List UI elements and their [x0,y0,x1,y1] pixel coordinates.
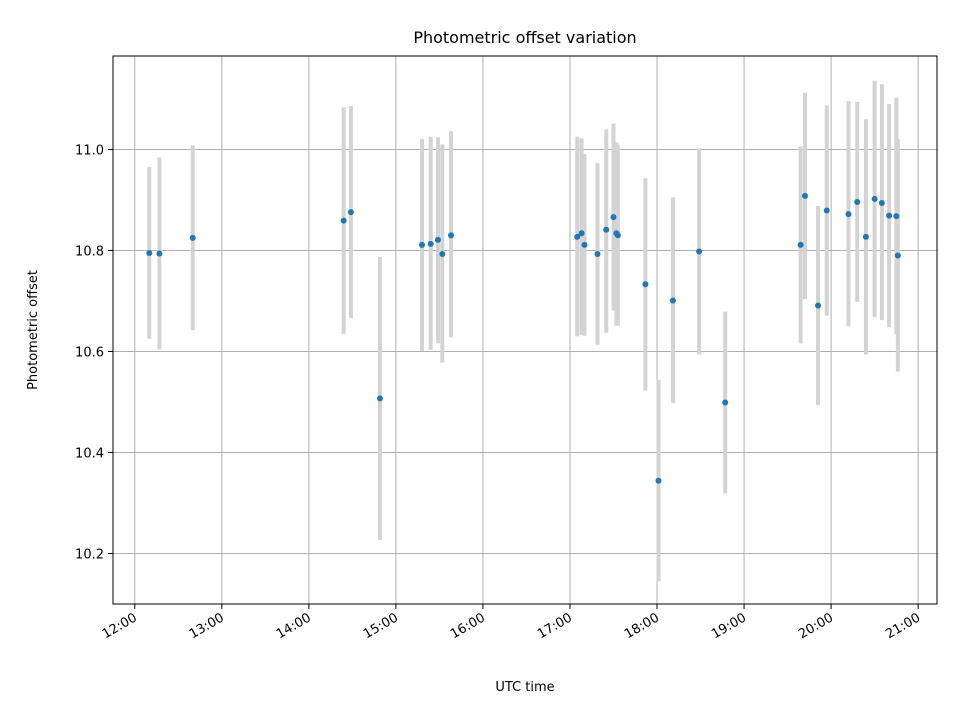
data-point [886,212,893,219]
y-tick-label: 11.0 [75,143,104,158]
data-point [669,297,676,304]
x-tick-label: 21:00 [883,610,923,642]
data-point [603,226,610,233]
x-tick-label: 17:00 [535,610,575,642]
y-axis-label: Photometric offset [26,270,41,390]
x-tick-label: 16:00 [448,610,488,642]
x-tick-label: 15:00 [361,610,401,642]
y-tick-label: 10.8 [75,244,104,259]
data-point [893,213,900,220]
data-point [347,209,354,216]
x-tick-label: 12:00 [100,610,140,642]
data-point [156,250,163,257]
data-point [871,195,878,202]
data-point [439,250,446,257]
data-point [581,241,588,248]
plot-frame [112,55,938,605]
data-point [189,234,196,241]
data-point [594,250,601,257]
x-tick-label: 18:00 [622,610,662,642]
data-point [642,281,649,288]
x-tick-label: 19:00 [709,610,749,642]
y-tick-label: 10.6 [75,345,104,360]
x-tick-label: 13:00 [187,610,227,642]
data-point [340,217,347,224]
data-point [614,232,621,239]
data-point [574,233,581,240]
data-point [427,240,434,247]
y-tick-label: 10.2 [75,547,104,562]
data-point [801,192,808,199]
data-point [146,249,153,256]
y-tick-label: 10.4 [75,446,104,461]
data-point [862,233,869,240]
data-point [696,248,703,255]
data-point [448,232,455,239]
chart-title: Photometric offset variation [413,28,636,47]
data-point [434,236,441,243]
data-point [655,477,662,484]
data-point [376,395,383,402]
axis-ticks: 12:00 13:00 14:00 15:00 16:00 17:00 18:00 19:00… [75,143,923,642]
data-point [722,399,729,406]
data-point [797,241,804,248]
data-point [610,214,617,221]
data-point [823,207,830,214]
data-point [894,252,901,259]
x-tick-label: 20:00 [796,610,836,642]
error-bars [147,80,900,582]
data-point [578,230,585,237]
x-axis-label: UTC time [495,680,554,695]
x-tick-label: 14:00 [274,610,314,642]
data-point [419,241,425,248]
data-points [146,192,901,484]
grid-lines [113,56,937,604]
data-point [815,302,822,309]
data-point [845,211,852,218]
data-point [878,199,885,206]
data-point [854,198,861,205]
